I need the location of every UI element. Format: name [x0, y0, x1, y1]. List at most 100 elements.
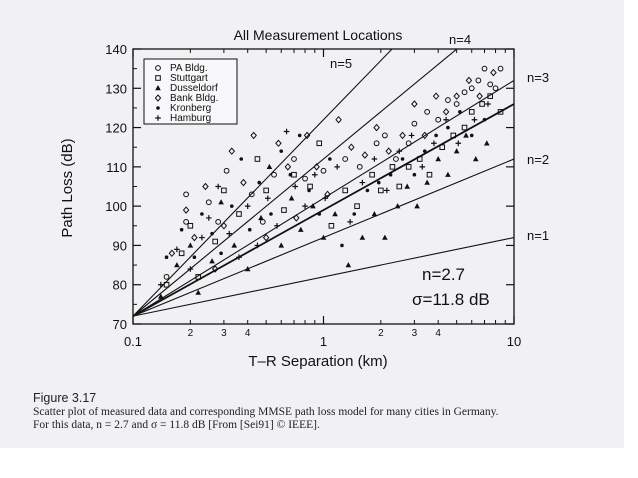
figure-number: Figure 3.17 — [33, 391, 97, 405]
point-kronberg-2 — [192, 255, 197, 260]
point-kronberg-18 — [352, 212, 357, 216]
point-stuttgart-18 — [389, 164, 396, 170]
x-minor-label: 2 — [378, 328, 384, 339]
point-kronberg-23 — [412, 172, 417, 177]
x-tick-label: 10 — [507, 334, 521, 349]
point-kronberg-22 — [400, 157, 405, 161]
n-annotation: n=2.7 — [422, 265, 465, 284]
point-hamburg-28 — [471, 116, 478, 123]
point-dusseldorf-7 — [244, 266, 251, 272]
point-stuttgart-7 — [254, 156, 261, 162]
point-kronberg-1 — [179, 227, 184, 232]
point-dusseldorf-22 — [414, 203, 420, 209]
point-kronberg-11 — [279, 149, 284, 153]
point-dusseldorf-21 — [404, 183, 410, 189]
point-stuttgart-22 — [426, 171, 433, 178]
point-hamburg-14 — [302, 203, 308, 209]
point-pa-bldg-11 — [320, 167, 327, 174]
point-kronberg-9 — [257, 180, 262, 185]
point-hamburg-16 — [322, 195, 328, 202]
point-bank-bldg-0 — [168, 249, 176, 258]
reference-line-4 — [133, 49, 458, 317]
x-minor-label: 2 — [188, 328, 194, 339]
point-stuttgart-24 — [450, 132, 457, 139]
reference-line-1 — [133, 237, 514, 317]
point-bank-bldg-26 — [453, 92, 460, 100]
point-dusseldorf-8 — [258, 214, 264, 221]
point-dusseldorf-13 — [310, 203, 316, 209]
point-hamburg-17 — [334, 164, 340, 170]
y-axis-title: Path Loss (dB) — [59, 138, 76, 237]
point-stuttgart-26 — [468, 109, 475, 115]
point-dusseldorf-23 — [424, 179, 430, 185]
y-tick-label: 90 — [113, 238, 127, 253]
point-pa-bldg-9 — [291, 156, 297, 162]
point-bank-bldg-1 — [182, 206, 190, 214]
point-hamburg-9 — [254, 242, 261, 249]
point-kronberg-5 — [219, 251, 223, 256]
point-hamburg-8 — [244, 203, 251, 209]
x-minor-label: 3 — [221, 328, 227, 339]
line-label-n4: n=4 — [449, 32, 471, 47]
point-dusseldorf-20 — [394, 203, 401, 209]
point-pa-bldg-17 — [405, 140, 412, 147]
point-stuttgart-29 — [497, 109, 504, 115]
point-kronberg-26 — [446, 125, 450, 130]
point-hamburg-13 — [292, 183, 298, 190]
point-dusseldorf-29 — [484, 140, 490, 146]
point-pa-bldg-8 — [271, 171, 277, 178]
mmse-fit — [133, 103, 514, 317]
point-dusseldorf-18 — [371, 211, 378, 217]
y-tick-label: 80 — [113, 278, 127, 293]
point-bank-bldg-25 — [442, 108, 450, 116]
point-stuttgart-25 — [461, 124, 468, 131]
point-dusseldorf-26 — [453, 148, 460, 154]
point-kronberg-3 — [200, 212, 204, 216]
point-pa-bldg-2 — [183, 191, 190, 198]
point-pa-bldg-29 — [497, 65, 504, 72]
point-bank-bldg-20 — [385, 147, 392, 155]
point-stuttgart-6 — [236, 211, 242, 217]
point-dusseldorf-6 — [231, 242, 238, 248]
y-tick-label: 70 — [113, 317, 127, 332]
point-stuttgart-11 — [307, 183, 313, 190]
point-bank-bldg-7 — [240, 178, 247, 187]
point-hamburg-1 — [174, 246, 180, 253]
point-bank-bldg-24 — [432, 92, 440, 100]
point-dusseldorf-16 — [345, 262, 352, 268]
point-pa-bldg-18 — [411, 120, 418, 127]
point-hamburg-12 — [283, 128, 290, 135]
point-bank-bldg-13 — [303, 131, 311, 140]
point-hamburg-15 — [311, 171, 318, 178]
point-pa-bldg-27 — [487, 81, 494, 88]
point-bank-bldg-16 — [335, 115, 342, 124]
point-hamburg-21 — [384, 187, 390, 194]
point-bank-bldg-17 — [348, 143, 355, 151]
point-dusseldorf-27 — [463, 132, 469, 138]
legend-label-5: Hamburg — [170, 113, 211, 124]
point-bank-bldg-29 — [490, 68, 497, 77]
point-hamburg-2 — [187, 266, 194, 272]
point-dusseldorf-4 — [209, 258, 215, 264]
point-pa-bldg-22 — [453, 101, 460, 107]
legend-marker-5 — [155, 115, 161, 121]
point-stuttgart-23 — [439, 144, 446, 151]
x-minor-label: 3 — [412, 328, 418, 339]
y-tick-label: 110 — [106, 160, 127, 175]
point-pa-bldg-0 — [163, 273, 170, 280]
point-dusseldorf-25 — [445, 171, 451, 177]
legend-label-4: Kronberg — [170, 103, 211, 114]
point-bank-bldg-18 — [361, 151, 369, 159]
point-dusseldorf-10 — [278, 242, 285, 248]
point-hamburg-24 — [419, 164, 426, 170]
point-kronberg-20 — [376, 180, 381, 185]
x-axis-title: T–R Separation (km) — [248, 353, 387, 370]
reference-line-5 — [133, 49, 393, 317]
point-pa-bldg-5 — [223, 167, 230, 174]
point-stuttgart-17 — [378, 187, 384, 194]
point-hamburg-10 — [264, 195, 271, 202]
x-tick-label: 0.1 — [124, 334, 142, 349]
point-dusseldorf-12 — [297, 226, 304, 232]
point-hamburg-3 — [199, 234, 205, 241]
